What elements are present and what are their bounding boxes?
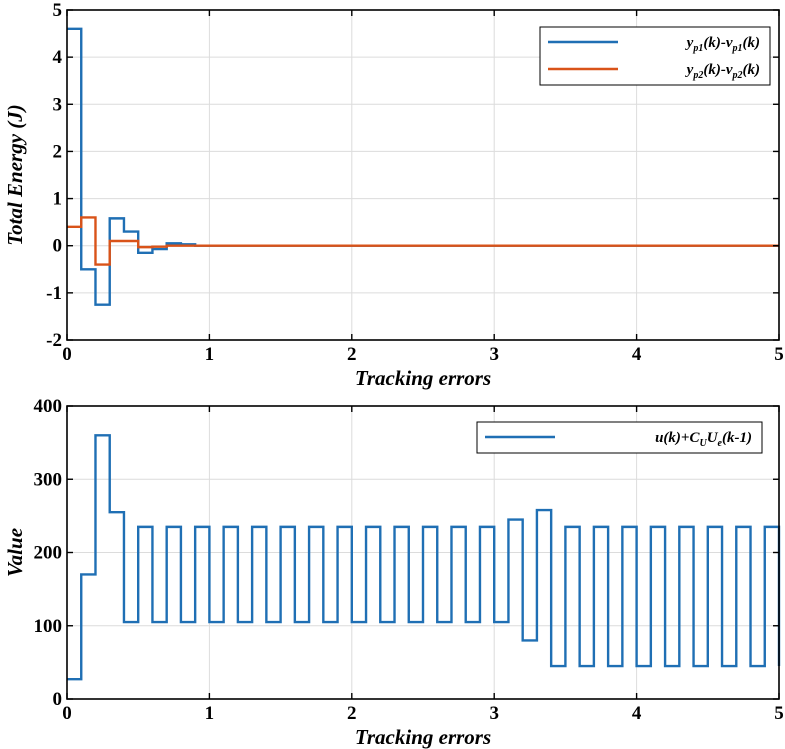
x-tick-label: 3 xyxy=(489,344,499,365)
legend-entry-1: u(k)+CUUe(k-1) xyxy=(655,430,752,449)
legend-entry-1: yp1(k)-vp1(k) xyxy=(685,35,760,54)
legend-entry-2: yp2(k)-vp2(k) xyxy=(685,62,760,81)
x-tick-label: 1 xyxy=(205,703,215,724)
y-tick-label: 0 xyxy=(53,689,63,710)
x-tick-label: 5 xyxy=(774,703,784,724)
x-tick-label: 3 xyxy=(489,703,499,724)
y-tick-label: 1 xyxy=(53,189,63,210)
x-tick-label: 0 xyxy=(62,344,72,365)
value-chart: 0 1 2 3 4 5 0 100 200 300 400 Tracking errors Value u… xyxy=(3,396,784,749)
y-tick-label: 300 xyxy=(34,469,63,490)
y-tick-label: -2 xyxy=(46,330,62,351)
y-tick-label: 3 xyxy=(53,94,63,115)
y-tick-label: 4 xyxy=(53,47,63,68)
x-tick-label: 0 xyxy=(62,703,72,724)
legend-box xyxy=(539,26,771,86)
axes-box xyxy=(66,9,780,341)
y-axis-label: Total Energy (J) xyxy=(3,104,27,246)
y-tick-label: 5 xyxy=(53,0,63,21)
y-tick-label: 0 xyxy=(53,236,63,257)
x-axis-label: Tracking errors xyxy=(355,725,491,749)
y-tick-label: 100 xyxy=(34,616,63,637)
energy-chart: 0 1 2 3 4 5 -2 -1 0 1 2 3 4 5 Tracking errors Total Ene… xyxy=(3,0,784,390)
series-line-1 xyxy=(67,27,779,306)
y-tick-label: -1 xyxy=(46,283,62,304)
x-tick-label: 4 xyxy=(632,344,642,365)
x-tick-label: 5 xyxy=(774,344,784,365)
y-axis-label: Value xyxy=(3,528,27,577)
series-line-1 xyxy=(67,434,781,681)
y-tick-label: 2 xyxy=(53,141,63,162)
x-tick-label: 2 xyxy=(347,344,357,365)
y-tick-label: 200 xyxy=(34,543,63,564)
x-tick-label: 4 xyxy=(632,703,642,724)
y-tick-label: 400 xyxy=(34,396,63,417)
x-axis-label: Tracking errors xyxy=(355,366,491,390)
x-tick-label: 2 xyxy=(347,703,357,724)
series-line-2 xyxy=(67,216,779,266)
x-tick-label: 1 xyxy=(205,344,215,365)
